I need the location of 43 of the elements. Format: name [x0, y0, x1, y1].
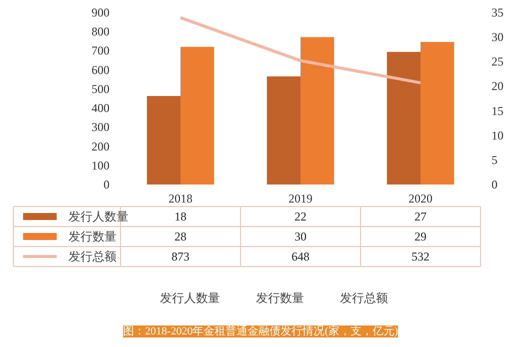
data-label: 532	[412, 250, 430, 264]
data-label: 30	[294, 230, 306, 244]
data-label: 22	[294, 210, 306, 224]
y2-tick-label: 10	[492, 128, 504, 142]
data-label: 873	[172, 250, 190, 264]
y2-tick-label: 5	[492, 152, 498, 167]
y-tick-label: 800	[92, 24, 110, 39]
bar	[146, 96, 180, 184]
text: 图：2018-2020年金租普通金融债发行情况(家，支，亿元)	[123, 324, 398, 338]
text: 发行数量	[256, 291, 304, 305]
legend-label: 发行人数量	[68, 210, 129, 224]
y2-tick-label: 25	[492, 54, 504, 69]
bar	[180, 46, 214, 184]
y2-tick-label: 30	[492, 30, 504, 44]
y2-tick-label: 20	[492, 79, 504, 94]
data-label: 18	[174, 210, 186, 224]
y2-tick-label: 15	[492, 104, 504, 118]
x-tick-label: 2019	[288, 192, 312, 206]
x-tick-label: 2018	[168, 192, 192, 206]
bar	[386, 52, 420, 184]
y2-tick-label: 0	[492, 178, 498, 192]
y2-tick-label: 35	[492, 6, 504, 20]
x-tick-label: 2020	[408, 192, 432, 206]
data-label: 29	[414, 230, 426, 244]
bar	[300, 37, 334, 184]
legend-label: 发行总额	[68, 250, 117, 264]
text: 发行人数量	[160, 291, 220, 305]
bar	[266, 76, 300, 184]
legend-label: 发行数量	[68, 230, 117, 244]
y-tick-label: 300	[92, 120, 110, 134]
y-tick-label: 200	[92, 139, 110, 154]
y-tick-label: 400	[92, 101, 110, 116]
y-tick-label: 100	[92, 158, 110, 172]
data-label: 648	[292, 250, 310, 264]
y-tick-label: 700	[92, 44, 110, 58]
bar	[420, 42, 454, 184]
y-tick-label: 0	[104, 178, 110, 192]
y-tick-label: 500	[92, 82, 110, 96]
y-tick-label: 900	[92, 6, 110, 20]
y-tick-label: 600	[92, 62, 110, 77]
data-label: 28	[174, 230, 186, 244]
text: 发行总额	[340, 291, 388, 305]
data-label: 27	[414, 210, 426, 224]
